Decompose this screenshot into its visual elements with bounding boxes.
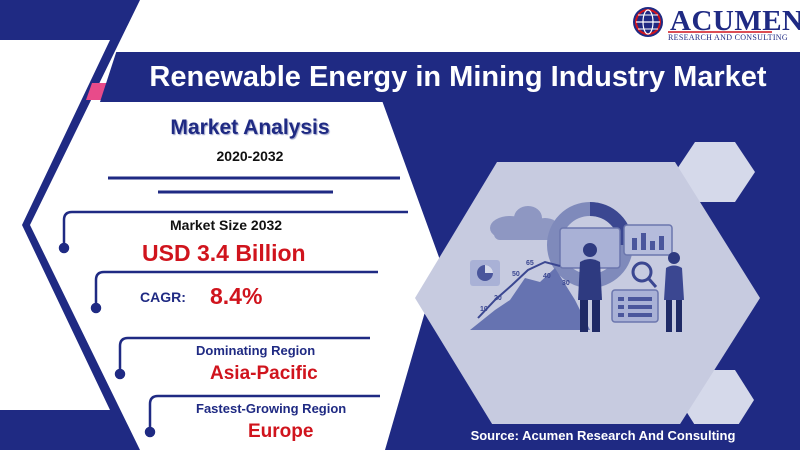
line-chart-icon: [477, 260, 561, 319]
analysis-years: 2020-2032: [216, 148, 284, 164]
fastest-region-label: Fastest-Growing Region: [196, 401, 347, 416]
chart-number-30: 30: [562, 280, 570, 287]
woman-icon: [664, 252, 684, 332]
page-title: Renewable Energy in Mining Industry Mark…: [149, 61, 767, 93]
fastest-region-value: Europe: [248, 421, 314, 442]
magnifier-handle: [647, 278, 658, 288]
bar-chart-bars: [632, 233, 664, 250]
chart-number-65: 65: [526, 260, 534, 267]
source-banner: [458, 424, 748, 448]
pie-slice: [485, 265, 493, 273]
market-analysis-heading: Market Analysis: [170, 116, 330, 139]
area-chart-icon: [470, 268, 590, 330]
analytics-illustration: 65 50 40 30 20 10: [470, 202, 684, 332]
chart-number-20: 20: [494, 295, 502, 302]
dominating-region-label: Dominating Region: [196, 343, 316, 358]
dominating-region-value: Asia-Pacific: [210, 363, 318, 384]
chart-number-40: 40: [543, 273, 551, 280]
connector-dominating: [114, 336, 370, 380]
connector-cagr: [90, 270, 378, 314]
magnifier-icon: [631, 261, 653, 283]
person-icon: [578, 243, 602, 332]
cagr-label: CAGR:: [140, 289, 186, 305]
bar-chart-panel-icon: [623, 224, 673, 256]
globe-logo-icon: [633, 7, 663, 37]
chart-number-10: 10: [480, 306, 488, 313]
chart-number-50: 50: [512, 271, 520, 278]
brand-logo-text: ACUMEN: [670, 5, 800, 37]
left-white-chevron: [0, 40, 110, 410]
list-lines: [618, 297, 652, 317]
market-size-value: USD 3.4 Billion: [142, 240, 306, 266]
connector-fastest: [144, 394, 380, 438]
brand-logo-subtitle: RESEARCH AND CONSULTING: [668, 33, 788, 42]
cagr-value: 8.4%: [210, 283, 263, 309]
market-size-label: Market Size 2032: [170, 217, 283, 233]
source-text: Source: Acumen Research And Consulting: [470, 428, 736, 443]
small-hexagon-top: [675, 142, 755, 202]
connector-market-size: [58, 210, 408, 254]
